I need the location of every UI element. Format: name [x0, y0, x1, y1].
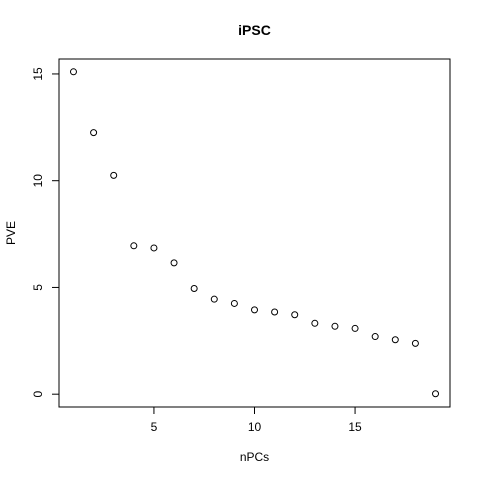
data-point [69, 68, 77, 76]
data-point [411, 339, 419, 347]
x-tick-label: 10 [248, 420, 262, 434]
data-point [271, 308, 279, 316]
data-point [331, 322, 339, 330]
x-tick-label: 15 [348, 420, 362, 434]
x-axis: 5 10 15 [151, 406, 362, 434]
chart-title: iPSC [238, 22, 271, 38]
data-point [150, 244, 158, 252]
data-point [291, 311, 299, 319]
data-point [391, 336, 399, 344]
y-tick-label: 5 [31, 284, 45, 291]
data-point [110, 171, 118, 179]
x-axis-label: nPCs [240, 450, 269, 464]
y-tick-label: 10 [31, 174, 45, 188]
data-point [210, 295, 218, 303]
data-point [311, 319, 319, 327]
data-point [230, 299, 238, 307]
y-tick-label: 0 [31, 391, 45, 398]
data-point [170, 259, 178, 267]
data-point [251, 306, 258, 314]
data-point [351, 324, 359, 332]
data-point [90, 129, 98, 137]
data-point [432, 390, 440, 398]
data-point [190, 285, 198, 293]
y-axis: 0 5 10 15 [31, 67, 60, 398]
x-tick-label: 5 [151, 420, 158, 434]
data-point [130, 242, 138, 250]
y-axis-label: PVE [4, 221, 18, 245]
y-tick-label: 15 [31, 67, 45, 81]
data-point [371, 333, 379, 341]
data-points [69, 68, 440, 398]
